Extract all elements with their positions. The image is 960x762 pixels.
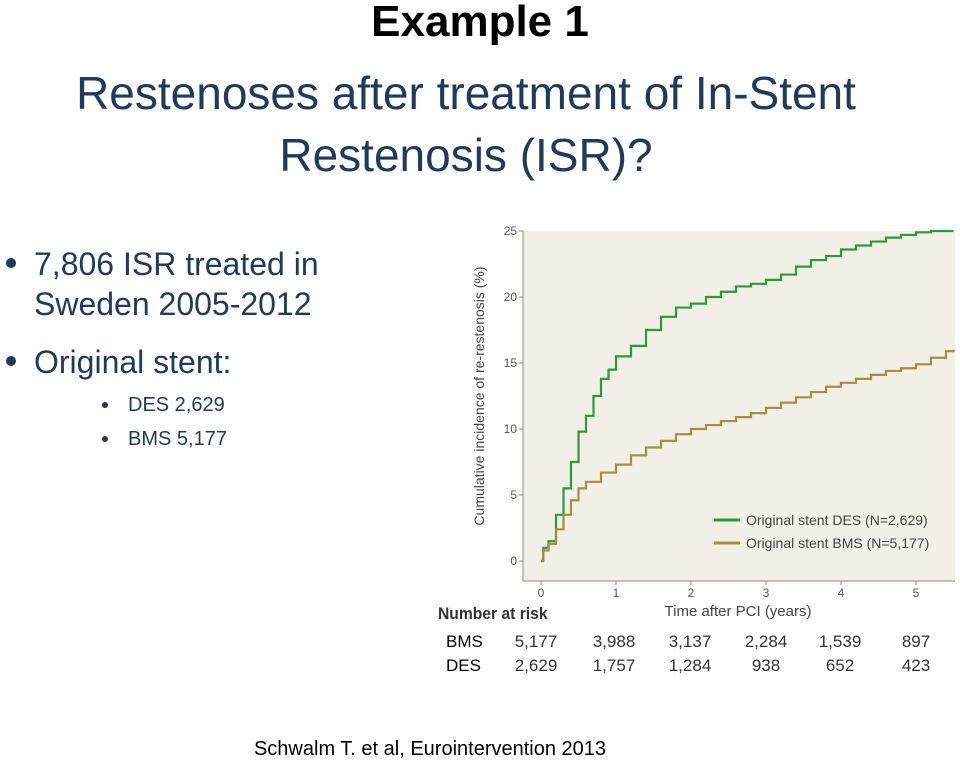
risk-cell: 1,284 (668, 656, 712, 675)
risk-cell: 5,177 (514, 632, 558, 651)
citation: Schwalm T. et al, Eurointervention 2013 (253, 738, 607, 760)
y-tick-label: 25 (504, 224, 518, 238)
risk-cell: 3,988 (592, 632, 636, 651)
risk-cell: 1,539 (818, 632, 862, 651)
risk-row-label: DES (446, 656, 481, 675)
risk-table-title: Number at risk (438, 604, 548, 623)
legend-label: Original stent DES (N=2,629) (746, 512, 928, 528)
x-tick-label: 2 (688, 586, 695, 600)
bullet-text-line-1: 7,806 ISR treated in (34, 246, 319, 282)
y-tick-label: 10 (504, 422, 518, 436)
sub-bullet-dot (102, 402, 108, 408)
y-tick-label: 0 (510, 554, 517, 568)
y-axis-label: Cumulative incidence of re-restenosis (%… (471, 266, 487, 525)
risk-row-label: BMS (446, 632, 483, 651)
bullet-text: Original stent: (34, 344, 232, 380)
x-axis-band (523, 561, 955, 581)
y-tick-label: 15 (504, 356, 518, 370)
x-tick-label: 5 (913, 586, 920, 600)
x-tick-label: 1 (613, 586, 620, 600)
legend-label: Original stent BMS (N=5,177) (746, 535, 929, 551)
y-tick-label: 20 (504, 290, 518, 304)
sub-bullet-text: DES 2,629 (128, 394, 225, 416)
sub-bullet-text: BMS 5,177 (128, 428, 227, 450)
series-line-des (541, 229, 954, 563)
risk-cell: 938 (751, 656, 781, 675)
subtitle-line-2: Restenosis (ISR)? (279, 129, 653, 181)
risk-cell: 897 (901, 632, 931, 651)
x-tick-label: 4 (838, 586, 845, 600)
risk-cell: 1,757 (592, 656, 636, 675)
series-line-bms (541, 349, 955, 563)
x-tick-label: 0 (538, 586, 545, 600)
bullet-dot (6, 356, 16, 366)
page-subtitle: Restenoses after treatment of In-Stent R… (0, 62, 932, 186)
page-title: Example 1 (371, 0, 589, 46)
x-tick-label: 3 (763, 586, 770, 600)
bullet-text-line-2: Sweden 2005-2012 (34, 286, 312, 322)
subtitle-line-1: Restenoses after treatment of In-Stent (76, 67, 856, 119)
risk-cell: 2,629 (514, 656, 558, 675)
risk-cell: 423 (901, 656, 931, 675)
risk-cell: 652 (825, 656, 855, 675)
x-axis-label: Time after PCI (years) (665, 603, 812, 620)
sub-bullet-dot (102, 436, 108, 442)
bullet-dot (6, 258, 16, 268)
risk-cell: 3,137 (668, 632, 712, 651)
risk-cell: 2,284 (744, 632, 788, 651)
y-tick-label: 5 (510, 488, 517, 502)
